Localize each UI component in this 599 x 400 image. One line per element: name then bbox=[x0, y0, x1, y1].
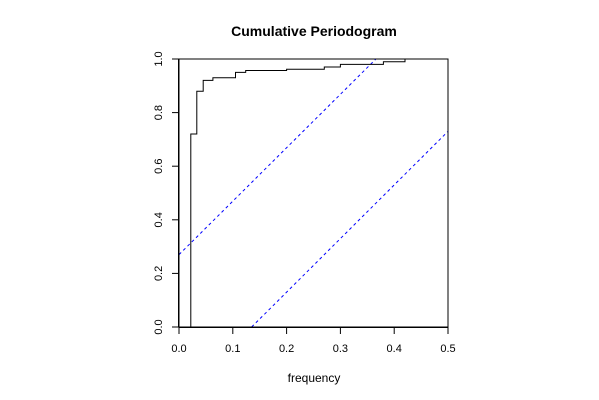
x-tick-label: 0.3 bbox=[333, 343, 348, 355]
x-tick-label: 0.4 bbox=[387, 343, 402, 355]
y-tick-label: 0.2 bbox=[153, 266, 165, 281]
confidence-band-line bbox=[178, 58, 377, 255]
y-tick-label: 0.4 bbox=[153, 212, 165, 227]
x-tick-label: 0.2 bbox=[279, 343, 294, 355]
x-tick-label: 0.5 bbox=[440, 343, 455, 355]
confidence-band-line bbox=[251, 131, 449, 328]
series-lines bbox=[179, 58, 448, 328]
x-axis-label: frequency bbox=[288, 371, 341, 385]
y-axis: 0.0 0.2 0.4 0.6 0.8 1.0 bbox=[153, 51, 179, 335]
y-tick-label: 0.0 bbox=[153, 319, 165, 334]
x-axis: 0.0 0.1 0.2 0.3 0.4 0.5 bbox=[171, 327, 456, 355]
y-tick-label: 0.8 bbox=[153, 105, 165, 120]
x-tick-label: 0.1 bbox=[225, 343, 240, 355]
y-tick-label: 0.6 bbox=[153, 159, 165, 174]
chart-title: Cumulative Periodogram bbox=[231, 23, 397, 39]
x-tick-label: 0.0 bbox=[171, 343, 186, 355]
cumulative-periodogram-line bbox=[179, 58, 448, 328]
plot-frame bbox=[178, 58, 449, 328]
y-tick-label: 1.0 bbox=[153, 51, 165, 66]
confidence-bands bbox=[178, 58, 449, 328]
